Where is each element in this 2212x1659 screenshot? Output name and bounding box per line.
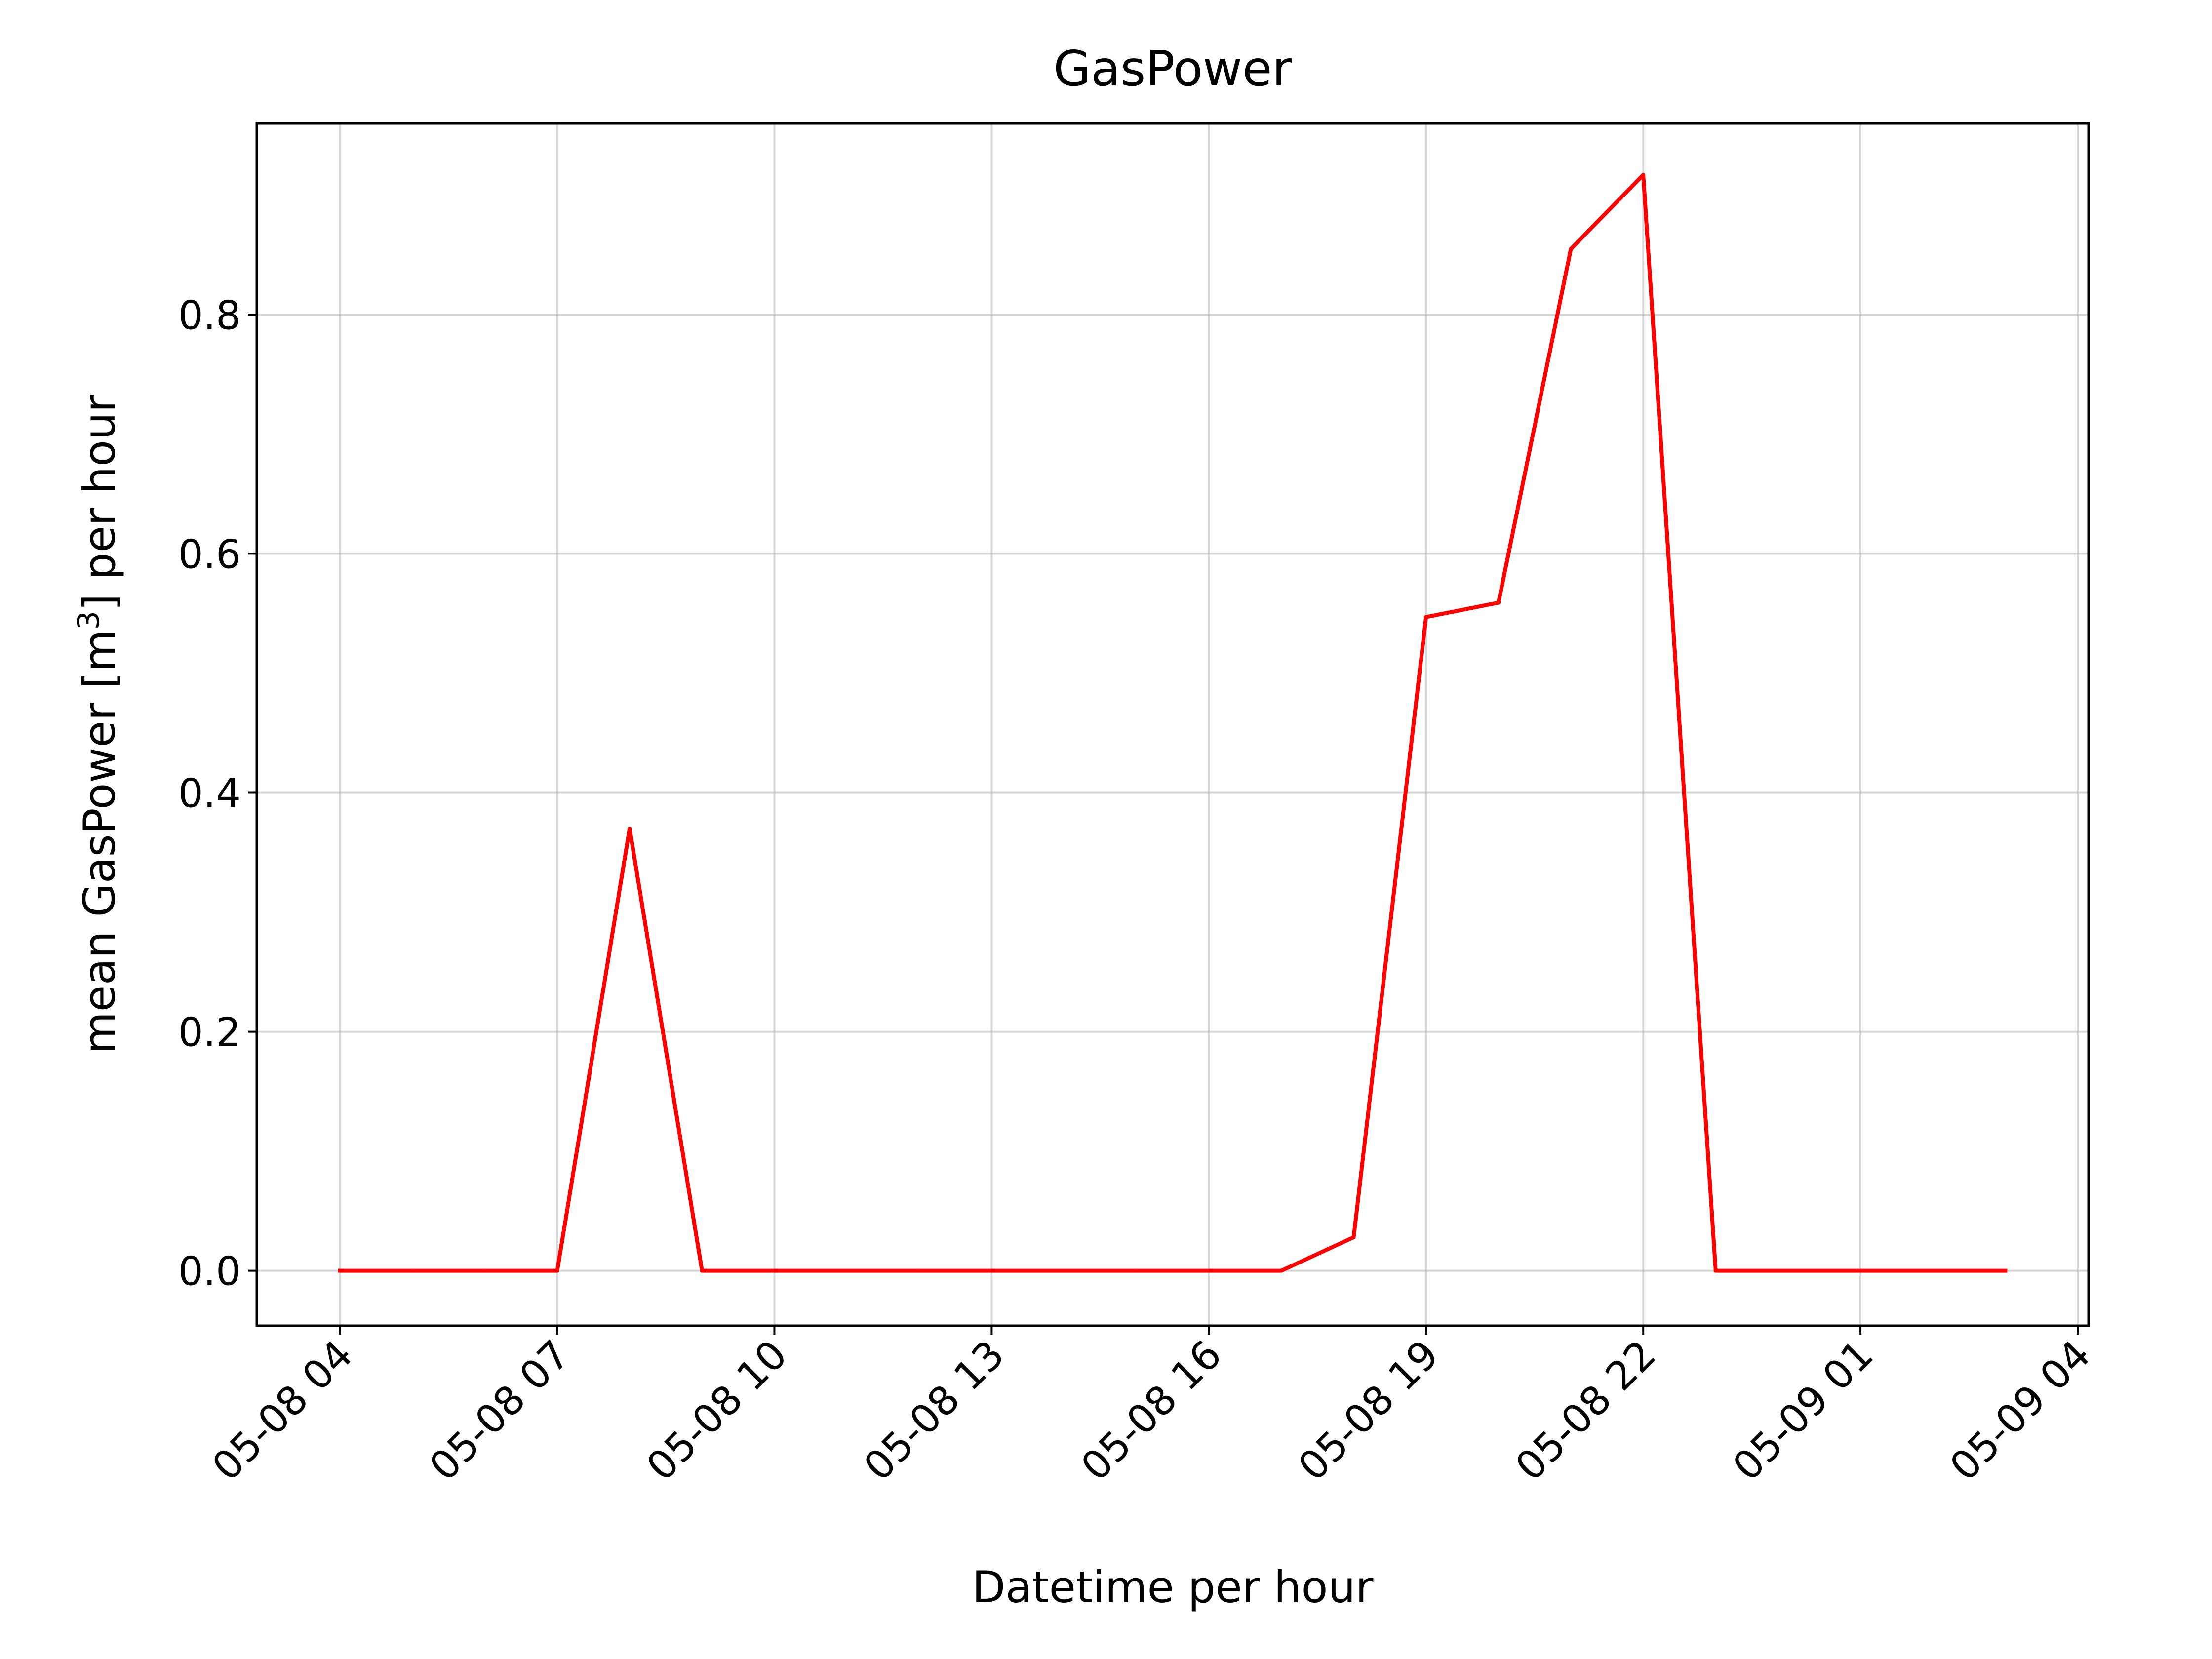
y-tick-label: 0.0 [178, 1249, 241, 1295]
grid-lines [257, 123, 2089, 1326]
data-point [555, 1268, 559, 1273]
data-point [628, 827, 632, 831]
y-tick-label: 0.8 [178, 292, 241, 338]
data-point [1207, 1268, 1211, 1273]
data-point [1858, 1268, 1863, 1273]
x-axis-label: Datetime per hour [972, 1562, 1374, 1613]
y-axis-label-main: mean GasPower [m [74, 630, 125, 1054]
data-point [1569, 247, 1573, 251]
data-point [700, 1268, 704, 1273]
data-point [410, 1268, 415, 1273]
data-point [1279, 1268, 1283, 1273]
y-tick-label: 0.2 [178, 1010, 241, 1056]
data-point [1931, 1268, 1935, 1273]
plot-area-frame [255, 122, 2090, 1327]
data-point [1786, 1268, 1790, 1273]
data-point [917, 1268, 921, 1273]
chart-title: GasPower [1053, 41, 1292, 97]
y-axis-label-tail: ] per hour [74, 394, 125, 611]
data-point [1062, 1268, 1066, 1273]
y-tick-label: 0.4 [178, 770, 241, 816]
y-axis-label-superscript: 3 [72, 611, 106, 630]
y-tick-label: 0.6 [178, 531, 241, 577]
data-point [1641, 173, 1646, 177]
series-line [338, 173, 2008, 1273]
y-axis-label: mean GasPower [m3] per hour [72, 394, 125, 1054]
data-point [989, 1268, 994, 1273]
data-point [1134, 1268, 1139, 1273]
data-point [1713, 1268, 1718, 1273]
data-point [338, 1268, 342, 1273]
data-point [1424, 615, 1428, 619]
data-point [1496, 600, 1501, 605]
data-point [1351, 1235, 1356, 1239]
data-point [772, 1268, 777, 1273]
series-line-group [338, 173, 2008, 1273]
data-point [845, 1268, 849, 1273]
data-point [2003, 1268, 2008, 1273]
data-point [482, 1268, 487, 1273]
